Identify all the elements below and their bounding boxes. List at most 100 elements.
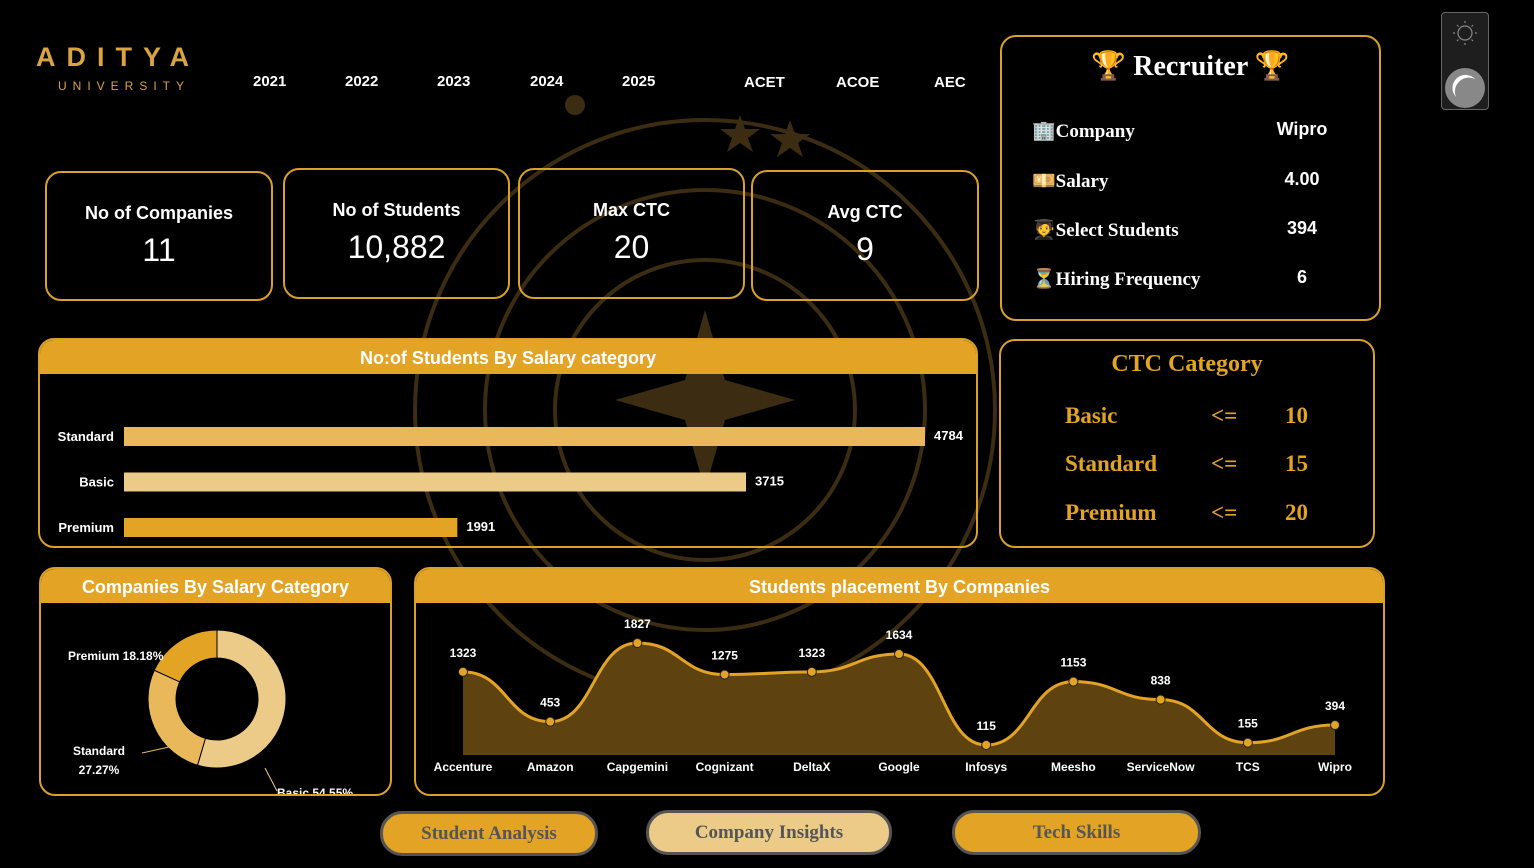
kpi-label: No of Companies bbox=[84, 203, 233, 223]
bar-value-label: 4784 bbox=[934, 428, 964, 443]
donut-chart-panel: Companies By Salary Category Premium 18.… bbox=[39, 567, 392, 796]
data-label: 1323 bbox=[798, 646, 825, 660]
kpi-card-max-ctc: Max CTC 20 bbox=[518, 168, 745, 299]
donut-leader-line bbox=[264, 767, 278, 792]
kpi-card-avg-ctc: Avg CTC 9 bbox=[751, 170, 979, 301]
recruiter-value: 6 bbox=[1296, 267, 1307, 287]
x-axis-label: Google bbox=[878, 760, 920, 774]
bar-value-label: 1991 bbox=[466, 519, 495, 534]
donut-slice-standard bbox=[147, 669, 207, 766]
recruiter-value: 4.00 bbox=[1284, 169, 1320, 189]
kpi-card-students: No of Students 10,882 bbox=[283, 168, 510, 299]
recruiter-row-company: 🏢Company Wipro bbox=[1032, 119, 1342, 143]
data-label: 838 bbox=[1151, 674, 1171, 688]
x-axis-label: Accenture bbox=[434, 760, 493, 774]
recruiter-value: 394 bbox=[1286, 218, 1318, 238]
ctc-category-card: CTC Category Basic <= 10 Standard <= 15 … bbox=[999, 339, 1375, 548]
college-slicer-acet[interactable]: ACET bbox=[744, 74, 785, 91]
recruiter-label: Hiring Frequency bbox=[1055, 269, 1201, 290]
bar-chart-title: No:of Students By Salary category bbox=[40, 340, 976, 374]
year-slicer-2024[interactable]: 2024 bbox=[530, 73, 564, 90]
logo-aditya: ADITYA bbox=[36, 42, 201, 72]
kpi-label: Max CTC bbox=[592, 200, 670, 220]
data-label: 1827 bbox=[624, 617, 651, 631]
donut-chart-title: Companies By Salary Category bbox=[41, 569, 390, 603]
ctc-operator: <= bbox=[1211, 403, 1238, 428]
x-axis-label: Wipro bbox=[1318, 760, 1352, 774]
moon-icon bbox=[1452, 74, 1475, 97]
data-point bbox=[981, 740, 992, 750]
year-slicer-2022[interactable]: 2022 bbox=[345, 73, 379, 90]
donut-label-premium: Premium 18.18% bbox=[68, 649, 164, 663]
ctc-operator: <= bbox=[1211, 500, 1238, 525]
building-icon: 🏢 bbox=[1032, 121, 1056, 142]
x-axis-label: Capgemini bbox=[607, 760, 668, 774]
area-chart-panel: Students placement By Companies 1323 Acce… bbox=[414, 567, 1385, 796]
theme-toggle[interactable] bbox=[1441, 12, 1489, 110]
data-point bbox=[1242, 737, 1253, 748]
college-slicer-acoe[interactable]: ACOE bbox=[836, 74, 880, 91]
data-label: 155 bbox=[1238, 717, 1258, 731]
bar-standard bbox=[124, 427, 925, 446]
college-slicer-aec[interactable]: AEC bbox=[934, 74, 966, 91]
company-insights-button[interactable]: Company Insights bbox=[646, 810, 892, 855]
recruiter-label: Select Students bbox=[1055, 220, 1179, 241]
year-slicer-2023[interactable]: 2023 bbox=[437, 73, 471, 90]
recruiter-label: Company bbox=[1055, 121, 1135, 142]
tech-skills-button[interactable]: Tech Skills bbox=[952, 810, 1201, 855]
x-axis-label: DeltaX bbox=[793, 760, 830, 774]
data-point bbox=[458, 666, 468, 677]
trophy-icon: 🏆 bbox=[1254, 51, 1290, 82]
donut-label-basic: Basic 54.55% bbox=[277, 786, 353, 794]
area-line bbox=[462, 641, 1336, 747]
ctc-operator: <= bbox=[1211, 451, 1238, 476]
data-point bbox=[1068, 676, 1079, 687]
data-point bbox=[719, 669, 730, 680]
year-slicer-2025[interactable]: 2025 bbox=[622, 73, 656, 90]
x-axis-label: Infosys bbox=[965, 760, 1007, 774]
recruiter-row-salary: 💴Salary 4.00 bbox=[1032, 169, 1342, 193]
trophy-icon: 🏆 bbox=[1091, 51, 1127, 82]
ctc-row-basic: Basic <= 10 bbox=[1065, 403, 1365, 429]
data-point bbox=[894, 649, 904, 660]
data-label: 394 bbox=[1325, 699, 1345, 713]
data-label: 1275 bbox=[711, 649, 738, 663]
bar-category-label: Standard bbox=[58, 429, 114, 444]
money-icon: 💴 bbox=[1032, 171, 1056, 192]
sun-icon bbox=[1453, 21, 1477, 45]
donut-label-standard-pct: 27.27% bbox=[79, 763, 120, 777]
bar-basic bbox=[124, 472, 747, 492]
kpi-value: 20 bbox=[613, 229, 650, 265]
kpi-label: No of Students bbox=[332, 200, 461, 220]
ctc-name: Premium bbox=[1065, 500, 1157, 525]
data-label: 115 bbox=[977, 719, 997, 733]
recruiter-row-students: 🧑‍🎓Select Students 394 bbox=[1032, 218, 1342, 242]
donut-slice-basic bbox=[196, 629, 287, 769]
recruiter-label: Salary bbox=[1055, 171, 1109, 192]
x-axis-label: Amazon bbox=[527, 760, 574, 774]
donut-label-standard: Standard bbox=[73, 744, 125, 758]
bar-category-label: Basic bbox=[79, 475, 114, 490]
student-analysis-button[interactable]: Student Analysis bbox=[380, 811, 598, 856]
logo-university: UNIVERSITY bbox=[58, 79, 191, 93]
bar-value-label: 3715 bbox=[755, 474, 784, 489]
graduate-icon: 🧑‍🎓 bbox=[1032, 220, 1056, 241]
ctc-row-standard: Standard <= 15 bbox=[1065, 451, 1365, 477]
theme-toggle-graphic bbox=[1445, 21, 1485, 108]
area-chart-title: Students placement By Companies bbox=[416, 569, 1383, 603]
kpi-card-companies: No of Companies 11 bbox=[45, 171, 273, 301]
recruiter-row-frequency: ⏳Hiring Frequency 6 bbox=[1032, 267, 1342, 291]
data-label: 1153 bbox=[1060, 656, 1086, 670]
area-fill bbox=[463, 643, 1335, 755]
ctc-category-title: CTC Category bbox=[1111, 351, 1263, 377]
bar-category-label: Premium bbox=[58, 520, 114, 535]
ctc-limit: 15 bbox=[1285, 451, 1308, 476]
bar-chart: Standard 4784 Basic 3715 Premium 1991 bbox=[58, 427, 964, 537]
data-point bbox=[632, 638, 643, 648]
hourglass-icon: ⏳ bbox=[1032, 269, 1056, 290]
recruiter-title: Recruiter bbox=[1133, 51, 1248, 82]
toggle-knob bbox=[1445, 68, 1485, 108]
bar-premium bbox=[124, 518, 458, 537]
data-label: 1634 bbox=[886, 628, 913, 642]
year-slicer-2021[interactable]: 2021 bbox=[253, 73, 287, 90]
